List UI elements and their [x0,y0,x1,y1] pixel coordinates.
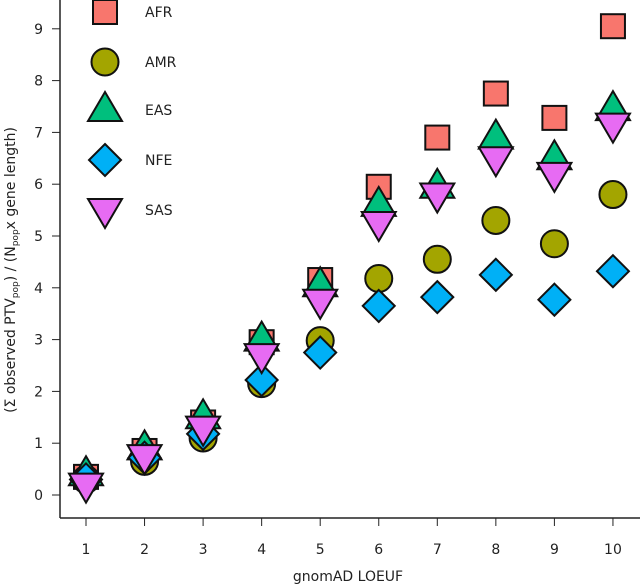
y-tick-label: 0 [34,488,43,504]
y-tick-label: 9 [34,22,43,38]
point-sas [301,288,339,321]
point-afr [599,13,626,40]
y-label-sub: pop [11,281,21,298]
y-tick-label: 6 [34,177,43,193]
axes: 0 1 2 3 4 5 6 7 8 9 1 2 3 4 5 6 7 8 9 10 [34,0,640,558]
x-tick-label: 10 [604,542,622,558]
legend-marker-amr [90,47,120,77]
point-sas [242,343,281,376]
legend-marker-eas [86,90,124,122]
x-axis-label: gnomAD LOEUF [293,569,403,584]
point-afr [424,124,451,151]
point-sas [477,146,515,179]
point-nfe [361,288,397,324]
legend-label: EAS [145,103,172,119]
point-nfe [478,257,514,293]
data-points [67,13,632,505]
point-afr [482,80,509,107]
y-tick-label: 5 [34,229,43,245]
point-afr [541,104,568,131]
point-nfe [419,279,455,315]
point-sas [184,415,222,448]
x-tick-label: 5 [316,542,325,558]
legend-label: AFR [145,5,173,21]
y-tick-label: 3 [34,333,43,349]
point-sas [125,444,164,477]
point-sas [535,161,574,194]
legend-label: SAS [145,203,173,219]
legend-marker-nfe [87,142,123,178]
legend-label: AMR [145,55,177,71]
y-label-part: x gene length) [3,127,19,229]
y-tick-label: 7 [34,125,43,141]
legend-marker-sas [86,198,124,230]
point-amr [539,229,569,259]
y-tick-label: 4 [34,281,43,297]
legend: AFR AMR EAS NFE SAS [86,0,177,230]
x-tick-label: 8 [491,542,500,558]
y-label-sub: pop [11,229,21,246]
point-amr [422,244,452,274]
point-sas [418,182,457,215]
legend-label: NFE [145,153,172,169]
point-sas [594,112,632,145]
point-amr [364,263,394,293]
x-tick-label: 9 [550,542,559,558]
y-axis-label: (Σ observed PTVpop) / (Npopx gene length… [3,127,21,413]
x-tick-label: 2 [140,542,149,558]
point-nfe [536,282,572,318]
y-tick-label: 1 [34,436,43,452]
y-tick-label: 2 [34,384,43,400]
x-tick-label: 3 [199,542,208,558]
point-amr [481,205,511,235]
point-nfe [595,253,631,289]
x-tick-label: 6 [374,542,383,558]
y-tick-label: 8 [34,74,43,90]
x-tick-label: 7 [433,542,442,558]
point-eas [477,117,515,150]
y-label-part: ) / (N [3,246,19,281]
x-tick-label: 4 [257,542,266,558]
point-amr [598,180,628,210]
point-nfe [244,362,280,398]
x-tick-label: 1 [82,542,91,558]
legend-marker-afr [92,0,118,25]
point-nfe [302,335,338,370]
point-sas [360,211,398,244]
y-label-part: (Σ observed PTV [3,298,19,413]
point-sas [67,472,105,505]
